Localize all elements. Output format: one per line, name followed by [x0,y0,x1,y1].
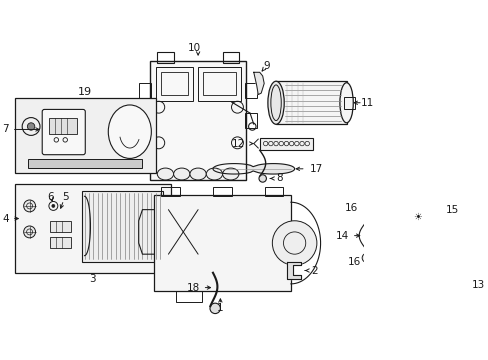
Bar [198,67,241,100]
Bar [28,159,142,168]
Bar [50,237,71,248]
Bar [276,81,346,124]
Ellipse shape [157,168,173,180]
Bar [453,210,488,276]
Text: 19: 19 [78,87,92,97]
Circle shape [409,210,425,225]
Bar [161,72,187,95]
Text: 2: 2 [310,266,317,275]
Bar [212,187,231,196]
Text: 16: 16 [344,203,357,213]
Bar [156,67,193,100]
Circle shape [272,221,316,265]
Circle shape [365,209,373,218]
Text: 15: 15 [445,204,458,215]
Text: 18: 18 [186,283,199,293]
Ellipse shape [189,168,206,180]
Text: 9: 9 [264,61,270,71]
Bar [15,98,156,172]
Text: 6: 6 [47,192,54,202]
Bar [153,195,290,291]
Ellipse shape [206,168,222,180]
FancyBboxPatch shape [42,109,85,155]
Text: 14: 14 [335,231,348,240]
Text: 7: 7 [2,125,9,135]
Text: 8: 8 [276,174,282,184]
Bar [244,113,256,128]
Text: 13: 13 [470,280,484,291]
Bar [176,291,202,302]
Circle shape [23,200,36,212]
Bar [458,214,488,272]
Circle shape [385,215,397,227]
Bar [402,202,432,243]
Polygon shape [286,262,300,279]
Circle shape [259,175,266,182]
Bar [244,84,256,98]
Bar [139,84,151,98]
Text: 10: 10 [187,43,201,53]
Text: ☀: ☀ [413,212,421,222]
Polygon shape [253,72,264,95]
Bar [222,52,239,63]
Ellipse shape [267,81,284,124]
Bar [157,52,173,63]
Text: 17: 17 [309,164,322,174]
Ellipse shape [108,105,151,158]
Ellipse shape [173,168,189,180]
Bar [161,187,179,196]
Ellipse shape [339,83,352,123]
Text: 5: 5 [62,192,68,202]
Bar [49,118,77,134]
Circle shape [385,241,397,253]
Ellipse shape [222,168,239,180]
Circle shape [209,303,220,314]
Text: 3: 3 [89,274,96,284]
Bar [264,187,283,196]
Bar [15,184,170,273]
Bar [259,138,312,149]
Circle shape [52,204,55,207]
Text: 4: 4 [2,213,9,224]
Polygon shape [213,163,294,174]
Bar [149,61,246,180]
Bar [50,221,71,232]
Bar [81,191,163,262]
Circle shape [27,123,35,130]
Text: 1: 1 [217,303,223,312]
Text: 16: 16 [347,257,361,267]
Bar [139,113,151,128]
Circle shape [385,263,397,275]
Circle shape [23,226,36,238]
Bar [343,97,355,109]
Text: 11: 11 [360,98,373,108]
Bar [203,72,236,95]
Circle shape [362,253,370,262]
Bar [379,195,439,284]
Text: 12: 12 [231,139,244,149]
